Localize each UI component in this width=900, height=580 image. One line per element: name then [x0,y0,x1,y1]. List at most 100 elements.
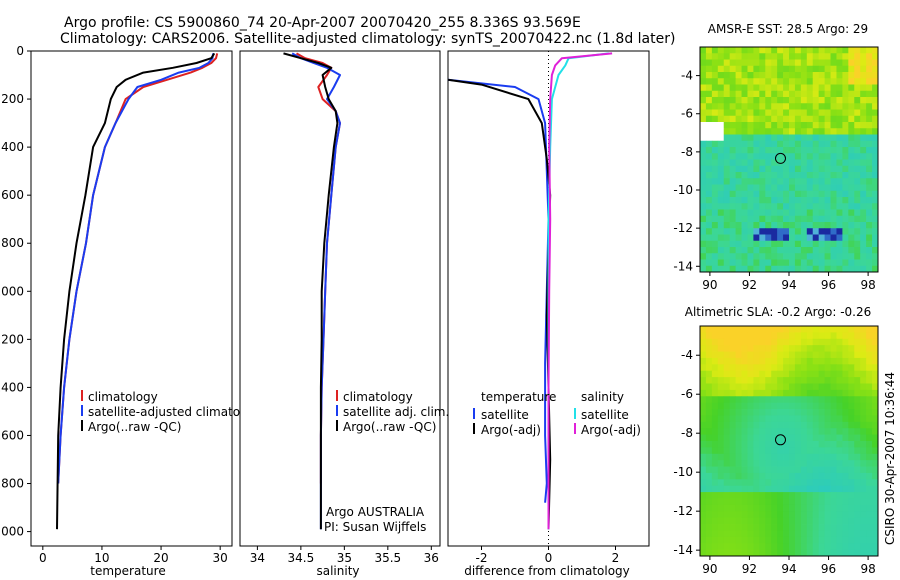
heatmap-cell [842,59,849,67]
heatmap-cell [765,103,772,110]
heatmap-cell [700,165,707,173]
heatmap-cell [854,140,861,148]
heatmap-cell [771,517,778,525]
heatmap-cell [765,415,772,423]
heatmap-cell [771,524,778,531]
heatmap-cell [717,396,725,404]
heatmap-cell [866,72,873,79]
heatmap-cell [723,222,731,229]
heatmap-cell [723,370,731,378]
heatmap-cell [854,543,861,551]
heatmap-cell [800,326,808,333]
heatmap-cell [842,153,849,160]
heatmap-cell [789,65,796,73]
heatmap-cell [860,485,867,493]
heatmap-cell [753,421,760,429]
heatmap-cell [789,115,796,123]
heatmap-cell [759,184,766,192]
heatmap-cell [836,434,843,442]
difference-xlabel: difference from climatology [464,564,630,578]
heatmap-cell [818,178,825,185]
heatmap-cell [800,153,808,160]
heatmap-cell [700,460,707,467]
heatmap-cell [812,434,820,442]
heatmap-cell [872,504,879,512]
heatmap-cell [711,47,719,54]
heatmap-cell [789,122,796,129]
heatmap-cell [848,351,855,359]
heatmap-cell [735,197,742,204]
heatmap-cell [759,364,766,372]
heatmap-cell [854,428,861,436]
heatmap-cell [830,472,837,480]
heatmap-cell [848,228,855,235]
heatmap-cell [842,140,849,148]
heatmap-cell [771,103,778,110]
heatmap-cell [806,428,814,436]
heatmap-cell [711,172,719,179]
heatmap-cell [854,492,861,499]
heatmap-cell [711,326,719,333]
heatmap-cell [830,59,837,67]
heatmap-cell [705,402,713,410]
heatmap-cell [777,498,784,506]
heatmap-cell [830,504,837,512]
heatmap-cell [747,222,754,229]
heatmap-cell [794,517,802,525]
heatmap-cell [812,479,820,487]
heatmap-cell [836,524,843,531]
heatmap-cell [747,472,754,480]
x-tick-label: 90 [702,278,717,292]
heatmap-cell [759,97,766,104]
heatmap-cell [723,115,731,123]
heatmap-cell [729,543,736,551]
heatmap-cell [860,396,867,404]
heatmap-cell [860,479,867,487]
heatmap-cell [789,536,796,544]
heatmap-cell [741,72,748,79]
heatmap-cell [824,109,831,117]
heatmap-cell [854,441,861,448]
heatmap-cell [741,159,748,167]
heatmap-cell [705,492,713,499]
legend-label: satellite [481,408,529,422]
heatmap-cell [753,370,760,378]
heatmap-cell [711,421,719,429]
heatmap-cell [872,122,879,129]
y-tick-label: 600 [1,188,24,202]
heatmap-cell [729,122,736,129]
heatmap-cell [777,122,784,129]
heatmap-cell [842,209,849,217]
heatmap-cell [794,253,802,260]
heatmap-cell [812,240,820,248]
heatmap-cell [747,134,754,142]
heatmap-cell [735,59,742,67]
heatmap-cell [806,409,814,416]
heatmap-cell [842,259,849,267]
heatmap-cell [711,498,719,506]
heatmap-cell [812,78,820,85]
heatmap-cell [866,351,873,359]
heatmap-cell [800,524,808,531]
heatmap-cell [872,109,879,117]
heatmap-cell [872,265,879,273]
heatmap-cell [777,265,784,273]
heatmap-cell [806,122,814,129]
heatmap-cell [735,511,742,519]
heatmap-cell [723,447,731,455]
heatmap-cell [771,259,778,267]
heatmap-cell [777,377,784,384]
heatmap-cell [854,115,861,123]
heatmap-cell [771,357,778,365]
heatmap-cell [747,209,754,217]
heatmap-cell [759,128,766,135]
heatmap-cell [866,511,873,519]
heatmap-cell [711,402,719,410]
heatmap-cell [800,215,808,223]
heatmap-cell [812,549,820,557]
heatmap-cell [700,415,707,423]
heatmap-cell [771,409,778,416]
sst-map-panel: AMSR-E SST: 28.5 Argo: 29 90 92 94 96 98-4-6… [673,22,879,292]
heatmap-cell [753,78,760,85]
heatmap-cell [842,517,849,525]
